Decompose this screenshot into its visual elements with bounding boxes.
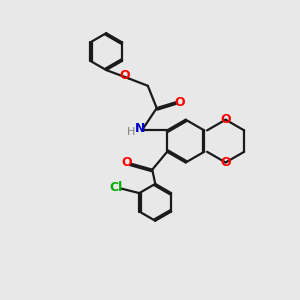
Text: H: H [127,127,136,137]
Text: N: N [135,122,146,134]
Text: O: O [220,156,231,169]
Text: O: O [121,156,132,169]
Text: O: O [174,96,185,109]
Text: Cl: Cl [110,181,123,194]
Text: O: O [120,69,130,82]
Text: O: O [220,113,231,126]
